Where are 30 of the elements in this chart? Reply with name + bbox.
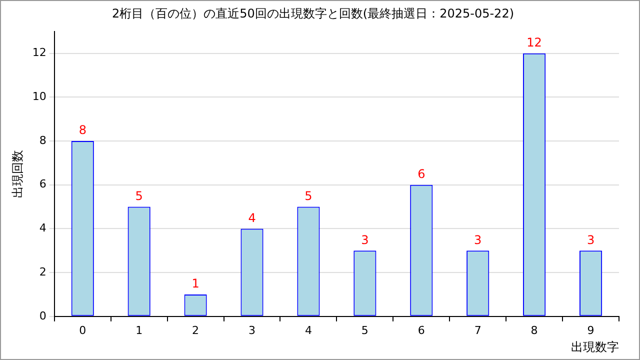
chart-title: 2桁目（百の位）の直近50回の出現数字と回数(最終抽選日：2025-05-22)	[112, 6, 514, 20]
data-label: 6	[418, 166, 426, 181]
data-label: 3	[361, 232, 369, 247]
x-tick-label: 8	[530, 324, 538, 337]
y-tick-label: 0	[39, 309, 46, 322]
x-tick-label: 0	[79, 324, 86, 337]
x-tick-label: 5	[361, 324, 368, 337]
y-tick-label: 10	[32, 90, 46, 104]
y-tick-label: 8	[39, 134, 46, 147]
data-label: 1	[192, 276, 200, 291]
x-tick-label: 3	[248, 324, 256, 337]
x-tick-label: 6	[418, 324, 425, 337]
data-label: 12	[526, 35, 542, 50]
y-tick-label: 4	[39, 222, 46, 235]
data-label: 3	[474, 232, 482, 247]
data-label: 5	[304, 188, 312, 203]
x-tick-label: 7	[474, 324, 482, 337]
y-tick-label: 12	[32, 46, 46, 60]
data-label: 4	[248, 210, 256, 225]
x-tick-label: 9	[587, 324, 594, 337]
data-label: 3	[586, 232, 595, 247]
x-tick-label: 4	[304, 324, 312, 337]
x-axis-title: 出現数字	[571, 340, 619, 354]
data-label: 8	[78, 123, 86, 138]
y-tick-label: 6	[39, 178, 46, 191]
y-tick-label: 2	[39, 265, 46, 278]
x-tick-label: 2	[192, 324, 200, 337]
x-tick-label: 1	[136, 324, 143, 337]
y-axis-title: 出現回数	[10, 150, 24, 198]
data-label: 5	[135, 188, 143, 203]
